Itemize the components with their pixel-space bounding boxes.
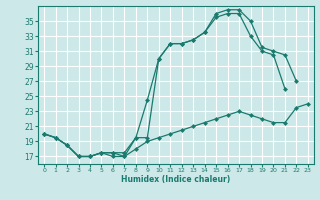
X-axis label: Humidex (Indice chaleur): Humidex (Indice chaleur) (121, 175, 231, 184)
